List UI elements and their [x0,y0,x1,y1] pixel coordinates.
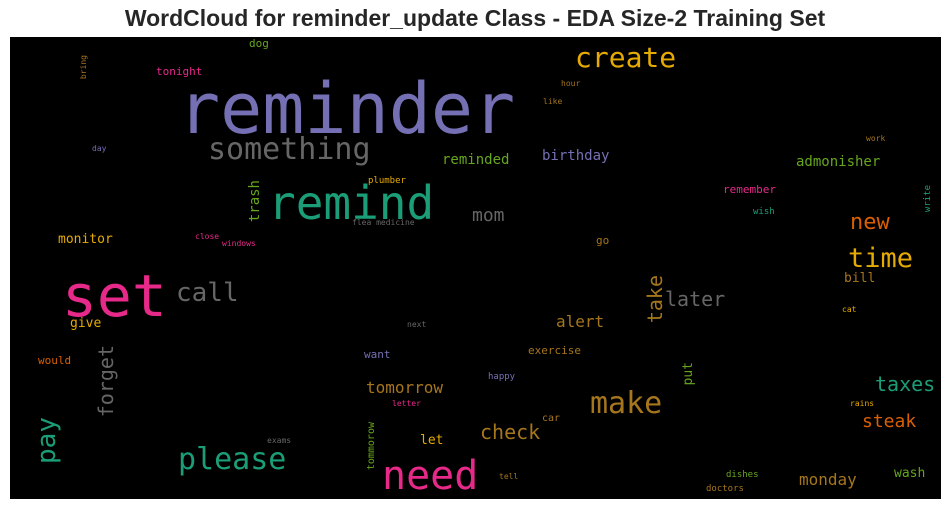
word-hour: hour [561,79,581,88]
word-tomorrow: tomorrow [366,378,444,397]
word-alert: alert [556,312,605,331]
word-need: need [382,453,479,499]
word-taxes: taxes [875,372,936,396]
word-monitor: monitor [58,232,113,247]
word-set: set [62,262,167,330]
word-would: would [38,354,72,367]
word-trash: trash [247,180,263,223]
word-want: want [364,348,391,361]
word-next: next [407,320,427,329]
word-new: new [850,210,890,235]
word-check: check [480,420,541,444]
word-make: make [590,386,663,421]
word-reminded: reminded [442,152,510,168]
word-mom: mom [472,205,505,226]
word-later: later [665,287,726,311]
word-flea-medicine: flea medicine [352,218,415,227]
word-create: create [575,41,677,74]
word-exams: exams [267,436,292,445]
word-remember: remember [723,183,776,196]
word-close: close [195,232,220,241]
word-reminder: reminder [178,68,516,150]
word-dishes: dishes [726,470,759,480]
word-tommorow: tommorow [366,422,377,471]
word-dog: dog [249,37,269,50]
word-cloud: reminder set remind need something please make… [10,37,941,499]
word-letter: letter [392,399,421,408]
word-forget: forget [94,345,118,418]
word-steak: steak [862,411,917,432]
word-happy: happy [488,372,516,382]
word-like: like [543,97,563,106]
word-doctors: doctors [706,484,744,494]
word-rains: rains [850,399,875,408]
word-bring: bring [79,55,88,80]
word-windows: windows [222,239,256,248]
word-let: let [420,433,444,448]
word-something: something [208,132,371,167]
word-tell: tell [499,472,519,481]
word-remind: remind [268,176,435,230]
word-write: write [923,185,933,213]
word-day: day [92,144,107,153]
word-bill: bill [844,271,876,286]
word-call: call [176,278,239,308]
chart-title: WordCloud for reminder_update Class - ED… [124,5,826,31]
word-plumber: plumber [368,176,406,186]
word-wish: wish [753,207,775,217]
word-birthday: birthday [542,148,610,164]
word-wash: wash [894,466,926,481]
word-go: go [596,234,610,247]
word-take: take [643,275,667,324]
word-please: please [178,442,287,477]
word-admonisher: admonisher [796,154,881,170]
word-pay: pay [32,417,62,464]
word-cat: cat [842,305,857,314]
word-tonight: tonight [156,65,203,78]
word-put: put [681,362,696,386]
word-work: work [866,134,886,143]
word-monday: monday [799,470,857,489]
word-car: car [542,413,561,424]
word-time: time [848,243,914,274]
word-exercise: exercise [528,344,581,357]
word-give: give [70,316,102,331]
